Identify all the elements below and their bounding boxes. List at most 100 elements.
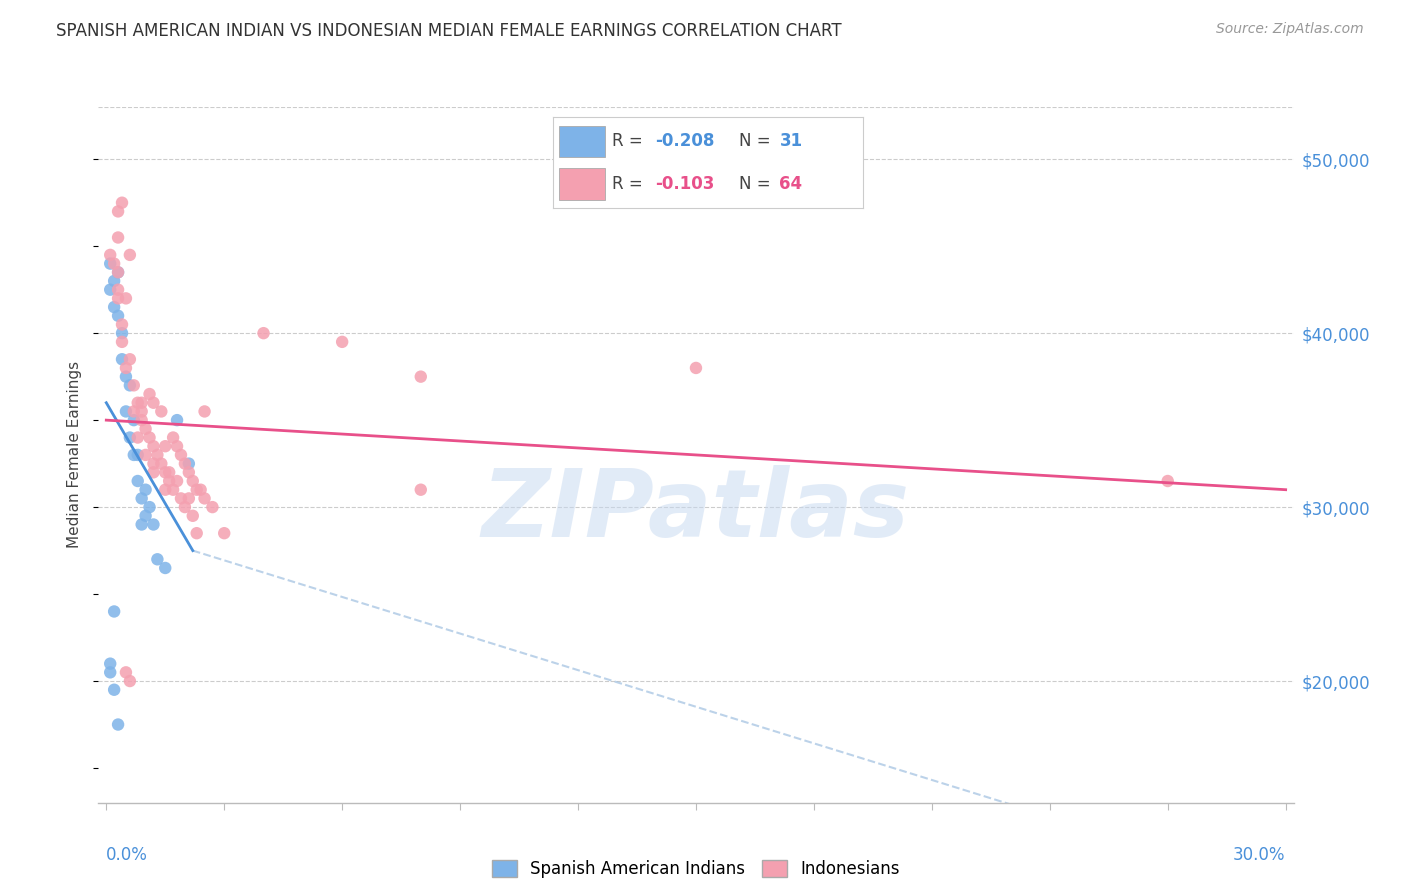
Point <box>174 457 197 471</box>
Point <box>138 431 160 445</box>
Point <box>127 448 149 462</box>
Point <box>135 422 157 436</box>
Point <box>135 508 157 523</box>
Point <box>170 491 193 506</box>
Point <box>111 334 134 349</box>
Point <box>107 204 129 219</box>
Point <box>166 439 188 453</box>
Text: R =: R = <box>612 132 648 150</box>
Text: 30.0%: 30.0% <box>1233 847 1285 864</box>
Point <box>111 326 134 341</box>
FancyBboxPatch shape <box>558 126 606 157</box>
Point <box>127 474 149 488</box>
Point <box>115 361 138 376</box>
Text: N =: N = <box>740 132 776 150</box>
Point <box>107 230 129 244</box>
Point <box>131 404 153 418</box>
Point <box>146 448 169 462</box>
Point <box>127 431 149 445</box>
Point <box>162 483 184 497</box>
Point <box>107 291 129 305</box>
Point <box>155 439 177 453</box>
Point <box>103 605 125 619</box>
Point <box>103 257 125 271</box>
Point <box>177 491 200 506</box>
Point <box>98 248 121 262</box>
FancyBboxPatch shape <box>558 168 606 200</box>
Point <box>174 500 197 515</box>
Point <box>118 352 141 367</box>
Text: R =: R = <box>612 175 648 193</box>
Point <box>142 466 165 480</box>
Text: 31: 31 <box>779 132 803 150</box>
Text: ZIPatlas: ZIPatlas <box>482 465 910 557</box>
Point <box>146 552 169 566</box>
Point <box>155 466 177 480</box>
Point <box>103 300 125 314</box>
Point <box>107 717 129 731</box>
Point <box>115 369 138 384</box>
Point <box>98 657 121 671</box>
Text: -0.208: -0.208 <box>655 132 714 150</box>
Point <box>103 274 125 288</box>
Point <box>118 431 141 445</box>
Point <box>166 474 188 488</box>
Point <box>166 413 188 427</box>
Point <box>142 457 165 471</box>
Y-axis label: Median Female Earnings: Median Female Earnings <box>67 361 83 549</box>
Point <box>193 404 215 418</box>
Point <box>122 378 145 392</box>
Point <box>111 318 134 332</box>
Point <box>138 500 160 515</box>
Point <box>118 378 141 392</box>
Text: SPANISH AMERICAN INDIAN VS INDONESIAN MEDIAN FEMALE EARNINGS CORRELATION CHART: SPANISH AMERICAN INDIAN VS INDONESIAN ME… <box>56 22 842 40</box>
Point <box>118 674 141 689</box>
Point <box>131 413 153 427</box>
Point <box>186 483 208 497</box>
Point <box>131 396 153 410</box>
Point <box>122 404 145 418</box>
Point <box>201 500 224 515</box>
Point <box>330 334 353 349</box>
Point <box>252 326 274 341</box>
Point <box>150 404 173 418</box>
Point <box>181 474 204 488</box>
Point <box>138 387 160 401</box>
Point <box>155 483 177 497</box>
Text: N =: N = <box>740 175 776 193</box>
Text: 64: 64 <box>779 175 803 193</box>
Point <box>162 431 184 445</box>
Point <box>190 483 212 497</box>
Point <box>155 561 177 575</box>
Point <box>409 483 432 497</box>
Point <box>122 413 145 427</box>
Point <box>127 396 149 410</box>
Point <box>1157 474 1180 488</box>
Point <box>107 265 129 279</box>
Point <box>157 474 180 488</box>
Point <box>135 483 157 497</box>
Point <box>115 665 138 680</box>
Point <box>115 404 138 418</box>
Point <box>107 283 129 297</box>
Point <box>685 361 707 376</box>
Point <box>142 396 165 410</box>
Point <box>122 448 145 462</box>
Point <box>186 526 208 541</box>
Point <box>111 352 134 367</box>
Point <box>118 248 141 262</box>
Point <box>142 439 165 453</box>
Point <box>98 257 121 271</box>
Point <box>212 526 235 541</box>
Point <box>98 283 121 297</box>
Text: 0.0%: 0.0% <box>107 847 148 864</box>
Point <box>107 309 129 323</box>
Point <box>170 448 193 462</box>
Point <box>177 457 200 471</box>
Point <box>177 466 200 480</box>
Point <box>111 195 134 210</box>
Point <box>115 291 138 305</box>
Point <box>107 265 129 279</box>
Point <box>193 491 215 506</box>
Legend: Spanish American Indians, Indonesians: Spanish American Indians, Indonesians <box>485 854 907 885</box>
